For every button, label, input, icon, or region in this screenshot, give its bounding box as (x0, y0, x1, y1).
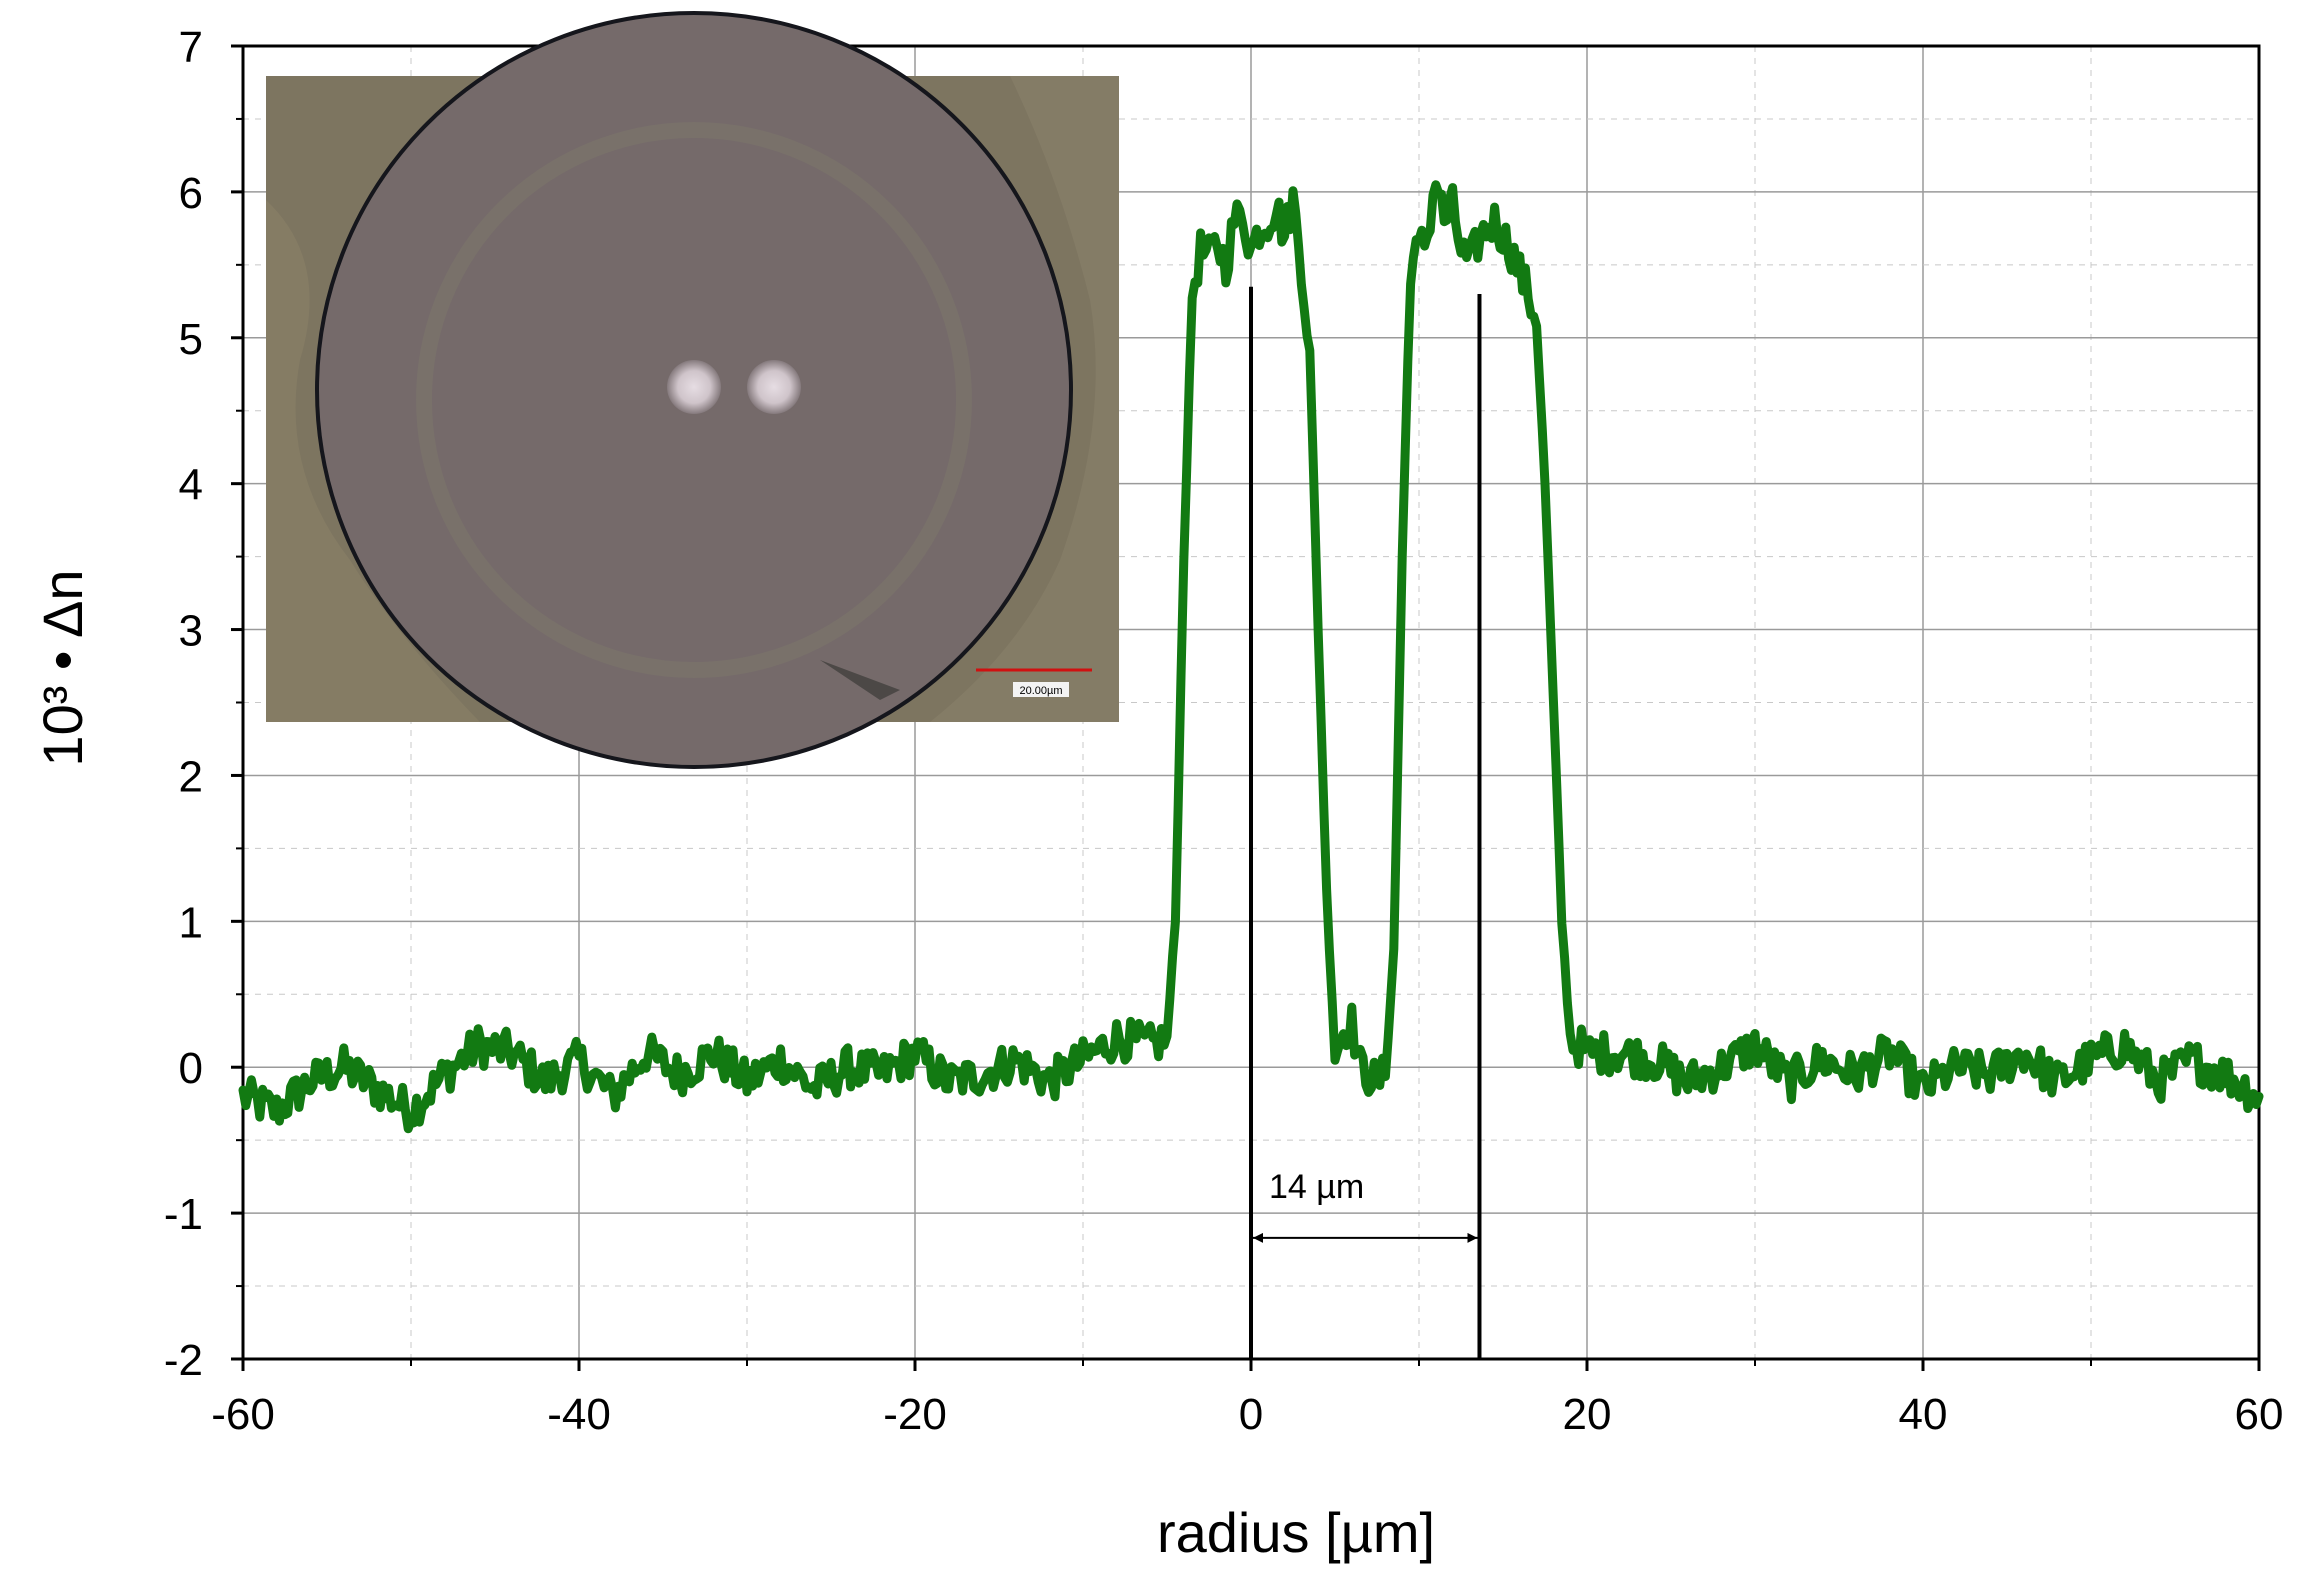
y-tick-label: 4 (179, 461, 203, 510)
y-tick-label: -1 (164, 1190, 203, 1239)
y-tick-label: 7 (179, 23, 203, 72)
x-tick-label: 40 (1899, 1390, 1948, 1439)
width-annotation: 14 µm (1253, 1168, 1478, 1243)
width-annotation-label: 14 µm (1269, 1168, 1364, 1206)
y-tick-label: 1 (179, 898, 203, 947)
y-axis-label: 10³ • Δn (31, 569, 94, 766)
x-axis-label: radius [µm] (1157, 1501, 1435, 1564)
x-tick-labels: -60 -40 -20 0 20 40 60 (211, 1390, 2283, 1439)
axis-ticks (231, 44, 2261, 1371)
x-tick-label: 0 (1239, 1390, 1263, 1439)
fiber-core-right (747, 360, 801, 414)
inset-micrograph: 20.00µm (266, 11, 1119, 769)
y-tick-label: -2 (164, 1336, 203, 1385)
series-line (238, 180, 2264, 1134)
marker-lines (1249, 286, 1482, 1359)
y-tick-label: 3 (179, 607, 203, 656)
y-tick-label: 6 (179, 169, 203, 218)
y-tick-label: 5 (179, 315, 203, 364)
y-tick-labels: -2 -1 0 1 2 3 4 5 6 7 (164, 23, 203, 1385)
x-tick-label: 60 (2235, 1390, 2284, 1439)
fiber-core-left (667, 360, 721, 414)
y-tick-label: 0 (179, 1044, 203, 1093)
x-tick-label: -40 (547, 1390, 611, 1439)
scale-bar-label: 20.00µm (1019, 685, 1062, 697)
x-tick-label: -60 (211, 1390, 275, 1439)
y-tick-label: 2 (179, 752, 203, 801)
x-tick-label: 20 (1563, 1390, 1612, 1439)
fiber-inner-ring (416, 122, 972, 678)
x-tick-label: -20 (883, 1390, 947, 1439)
